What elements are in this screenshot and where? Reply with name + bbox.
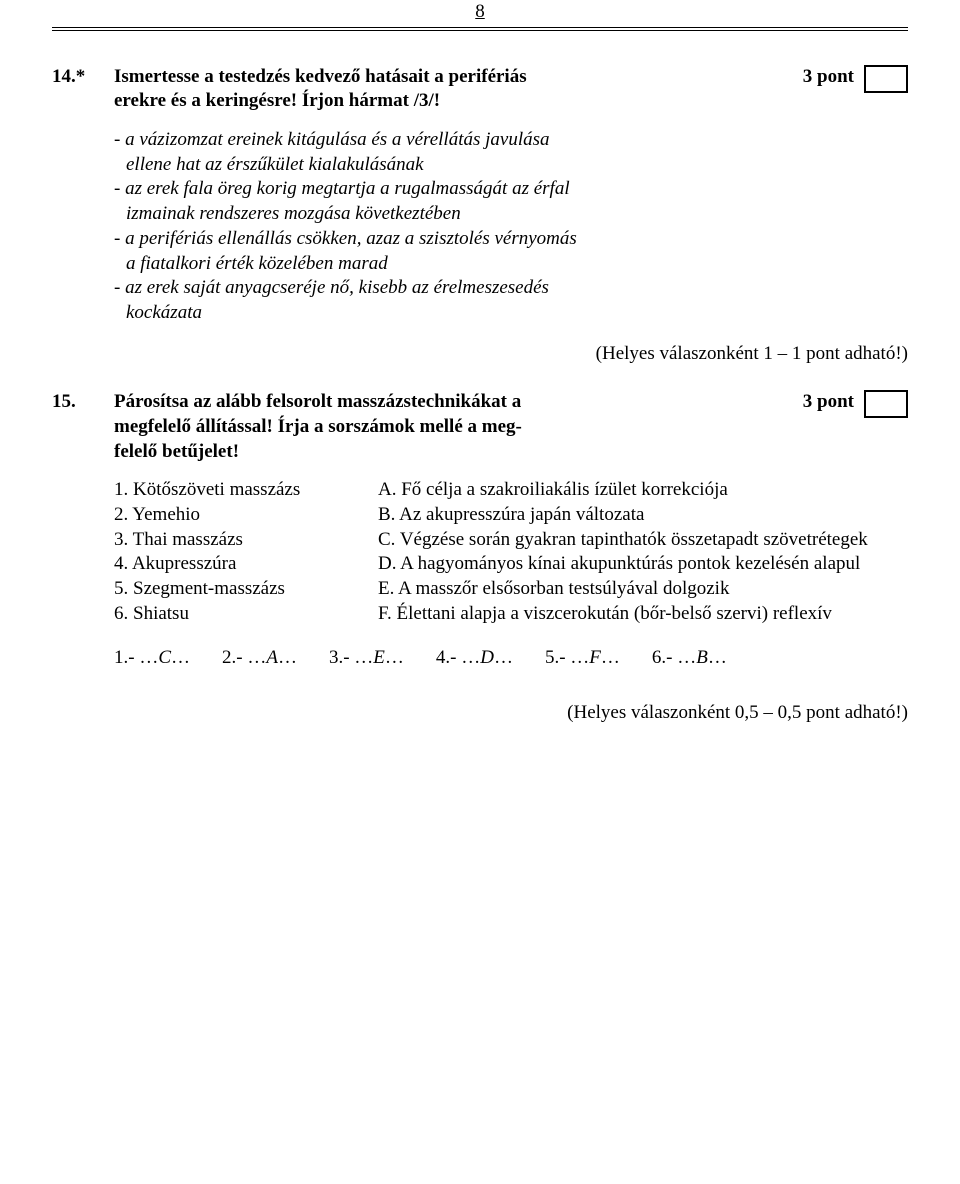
question-15-points: 3 pont [793, 390, 854, 415]
question-14-score-box[interactable] [864, 65, 908, 93]
question-14: 14.* Ismertesse a testedzés kedvező hatá… [52, 65, 908, 367]
match-right-item: B. Az akupresszúra japán változata [378, 503, 908, 528]
answer-line: kockázata [114, 301, 908, 326]
match-right-item: D. A hagyományos kínai akupunktúrás pont… [378, 552, 908, 577]
answer-pair: 5.- …F… [545, 646, 620, 671]
question-15-title-line2: megfelelő állítással! Írja a sorszámok m… [114, 416, 522, 437]
answer-line: - az erek saját anyagcseréje nő, kisebb … [114, 276, 908, 301]
match-left-item: 4. Akupresszúra [114, 552, 354, 577]
answer-line: - a vázizomzat ereinek kitágulása és a v… [114, 128, 908, 153]
answer-line: - az erek fala öreg korig megtartja a ru… [114, 177, 908, 202]
answer-pair: 6.- …B… [652, 646, 727, 671]
answer-pair: 3.- …E… [329, 646, 404, 671]
header-rule [52, 30, 908, 31]
page-number: 8 [52, 0, 908, 28]
answer-line: ellene hat az érszűkület kialakulásának [114, 153, 908, 178]
question-15-number: 15. [52, 390, 114, 415]
match-right-item: A. Fő célja a szakroiliakális ízület kor… [378, 478, 908, 503]
question-15-header: 15. Párosítsa az alább felsorolt masszáz… [52, 390, 908, 464]
question-14-points: 3 pont [793, 65, 854, 90]
match-left-item: 5. Szegment-masszázs [114, 577, 354, 602]
question-15-title: Párosítsa az alább felsorolt masszázstec… [114, 390, 793, 464]
question-15-answer-row: 1.- …C… 2.- …A… 3.- …E… 4.- …D… 5.- …F… … [52, 646, 908, 671]
answer-letter: F [589, 647, 601, 668]
question-14-header: 14.* Ismertesse a testedzés kedvező hatá… [52, 65, 908, 114]
question-14-answers: - a vázizomzat ereinek kitágulása és a v… [52, 128, 908, 326]
question-14-scoring: (Helyes válaszonként 1 – 1 pont adható!) [52, 342, 908, 367]
match-left-item: 6. Shiatsu [114, 602, 354, 627]
match-left-item: 3. Thai masszázs [114, 528, 354, 553]
question-15: 15. Párosítsa az alább felsorolt masszáz… [52, 390, 908, 726]
question-15-scoring: (Helyes válaszonként 0,5 – 0,5 pont adha… [52, 701, 908, 726]
match-right-item: C. Végzése során gyakran tapinthatók öss… [378, 528, 908, 553]
question-14-title-line1: Ismertesse a testedzés kedvező hatásait … [114, 66, 527, 87]
match-right-column: A. Fő célja a szakroiliakális ízület kor… [378, 478, 908, 626]
question-14-number: 14.* [52, 65, 114, 90]
answer-letter: B [696, 647, 708, 668]
question-15-title-line3: felelő betűjelet! [114, 441, 239, 462]
answer-letter: A [266, 647, 278, 668]
question-15-columns: 1. Kötőszöveti masszázs 2. Yemehio 3. Th… [52, 478, 908, 626]
match-left-item: 1. Kötőszöveti masszázs [114, 478, 354, 503]
question-15-title-line1: Párosítsa az alább felsorolt masszázstec… [114, 391, 521, 412]
answer-line: a fiatalkori érték közelében marad [114, 252, 908, 277]
match-left-item: 2. Yemehio [114, 503, 354, 528]
answer-line: - a perifériás ellenállás csökken, azaz … [114, 227, 908, 252]
question-14-title: Ismertesse a testedzés kedvező hatásait … [114, 65, 793, 114]
question-14-title-line2: erekre és a keringésre! Írjon hármat /3/… [114, 90, 440, 111]
answer-line: izmainak rendszeres mozgása következtébe… [114, 202, 908, 227]
match-right-item: F. Élettani alapja a viszcerokután (bőr-… [378, 602, 908, 627]
question-15-score-box[interactable] [864, 390, 908, 418]
answer-pair: 4.- …D… [436, 646, 513, 671]
answer-letter: D [480, 647, 494, 668]
answer-pair: 1.- …C… [114, 646, 190, 671]
match-right-item: E. A masszőr elsősorban testsúlyával dol… [378, 577, 908, 602]
answer-letter: E [373, 647, 385, 668]
answer-pair: 2.- …A… [222, 646, 297, 671]
match-left-column: 1. Kötőszöveti masszázs 2. Yemehio 3. Th… [114, 478, 354, 626]
answer-letter: C [158, 647, 171, 668]
